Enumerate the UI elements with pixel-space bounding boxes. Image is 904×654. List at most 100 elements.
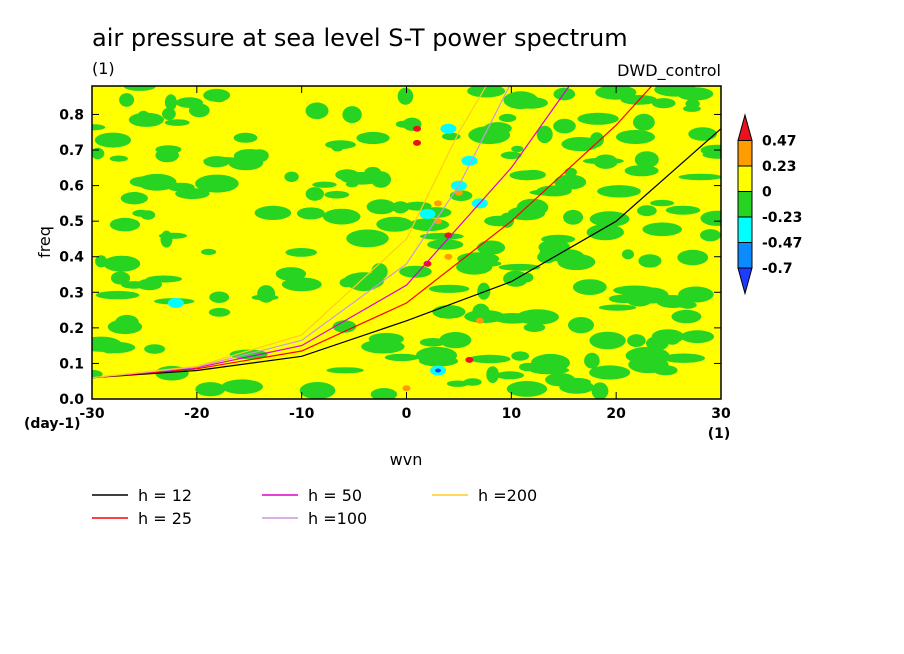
field-patch: [221, 379, 263, 395]
field-patch: [700, 210, 721, 226]
field-patch: [475, 260, 502, 267]
positive-anomaly: [444, 253, 453, 260]
field-patch: [339, 277, 354, 288]
field-patch: [164, 94, 177, 111]
dispersion-curve: [92, 86, 653, 379]
field-patch: [95, 255, 108, 268]
x-axis-ticks: -30 -20 -10 0 10 20 30: [79, 86, 731, 422]
field-patch: [677, 249, 709, 266]
legend-label: h =100: [308, 509, 367, 528]
field-patch: [109, 217, 140, 232]
y-tick-label: 0.3: [59, 285, 84, 301]
field-patch: [651, 98, 676, 109]
field-patch: [335, 169, 359, 181]
field-patch: [545, 373, 576, 387]
field-patch: [203, 156, 230, 168]
field-patch: [356, 131, 390, 145]
colorbar-label: 0.47: [762, 134, 797, 150]
field-patch: [511, 351, 530, 361]
positive-anomaly: [402, 385, 411, 392]
field-patch: [432, 305, 466, 319]
field-patch: [415, 346, 458, 364]
dispersion-curve: [92, 128, 721, 379]
field-patch: [616, 130, 655, 144]
field-patch: [597, 185, 641, 198]
field-patch: [439, 332, 472, 349]
positive-anomaly: [434, 200, 442, 207]
positive-anomaly: [475, 317, 484, 324]
field-patch: [195, 382, 226, 397]
dispersion-curves: [92, 86, 721, 379]
field-patch: [529, 366, 570, 375]
field-patch: [158, 232, 187, 239]
field-patch: [392, 201, 409, 214]
field-patch: [361, 339, 405, 354]
field-patch: [467, 86, 506, 98]
field-patch: [700, 144, 721, 156]
power-spectrum-field: [92, 86, 721, 399]
field-patch: [553, 87, 576, 101]
colorbar-swatch: [737, 191, 753, 218]
field-patch: [536, 125, 553, 144]
field-patch: [486, 366, 499, 383]
y-tick-label: 0.6: [59, 179, 84, 195]
field-patch: [646, 336, 669, 351]
field-patch: [563, 209, 584, 225]
field-patch: [572, 279, 607, 295]
chart-subtitle-left: (1): [92, 59, 115, 78]
field-patch: [523, 323, 546, 332]
field-patch: [627, 334, 646, 347]
legend-label: h = 50: [308, 486, 362, 505]
colorbar-swatch: [737, 267, 753, 296]
field-patch: [427, 239, 464, 250]
field-patch: [568, 317, 594, 334]
field-patch: [305, 102, 329, 120]
field-patch: [254, 205, 292, 220]
field-patch: [553, 118, 576, 134]
positive-anomaly: [423, 260, 432, 267]
field-patch: [324, 190, 350, 199]
field-patch: [110, 271, 131, 285]
colorbar-label: 0.23: [762, 159, 797, 175]
field-patch: [598, 304, 637, 311]
colorbar-swatch: [737, 113, 753, 141]
field-patch: [121, 281, 148, 289]
field-patch: [484, 215, 514, 227]
colorbar-label: -0.23: [762, 210, 802, 226]
field-patch: [305, 187, 324, 201]
field-patch: [586, 224, 624, 241]
field-patch: [589, 365, 631, 380]
negative-anomaly: [167, 298, 184, 308]
field-patch: [296, 207, 325, 220]
chart-subtitle-right: DWD_control: [617, 61, 721, 81]
field-patch: [228, 155, 264, 171]
negative-anomaly: [419, 209, 436, 219]
field-patch: [419, 338, 446, 347]
field-patch: [195, 174, 239, 193]
colorbar-swatch: [737, 216, 753, 243]
x-tick-label: -30: [79, 406, 105, 422]
field-patch: [650, 199, 675, 207]
x-tick-label: 0: [402, 406, 412, 422]
x-unit-label: (1): [708, 426, 731, 442]
y-axis-ticks: 0.0 0.1 0.2 0.3 0.4 0.5 0.6 0.7 0.8: [59, 107, 721, 408]
field-patch: [500, 151, 522, 160]
field-patch: [529, 189, 569, 196]
field-patch: [164, 119, 190, 126]
field-patch: [680, 330, 715, 344]
colorbar-label: 0: [762, 185, 772, 201]
field-patch: [129, 176, 162, 188]
field-patch: [561, 137, 600, 152]
x-tick-label: -20: [184, 406, 210, 422]
x-tick-label: 30: [711, 406, 731, 422]
field-patch: [642, 222, 682, 237]
positive-anomaly: [454, 189, 463, 196]
positive-anomaly: [413, 139, 421, 146]
field-patch: [284, 171, 299, 182]
field-patch: [332, 320, 357, 333]
negative-anomaly: [435, 368, 441, 373]
field-patch: [209, 291, 230, 303]
field-patch: [498, 113, 517, 123]
y-tick-label: 0.1: [59, 356, 84, 372]
